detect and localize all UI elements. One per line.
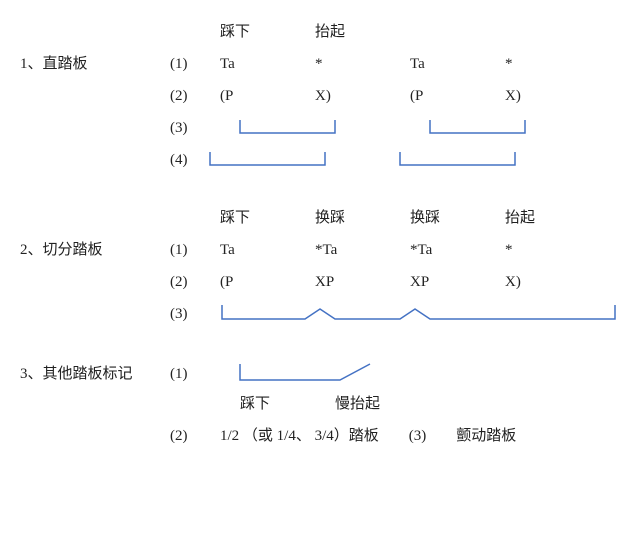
section2-row-1: 2、切分踏板 (1) Ta *Ta *Ta * <box>20 236 620 264</box>
section3-label: 3、其他踏板标记 <box>20 362 170 386</box>
section1-row1-num: (1) <box>170 52 220 76</box>
section1-row1-cell-2: * <box>315 52 410 76</box>
section3-row-2: (2) 1/2 （或 1/4、 3/4）踏板 (3) 颤动踏板 <box>20 422 620 450</box>
section1-row-1: 1、直踏板 (1) Ta * Ta * <box>20 50 620 78</box>
section2-header-2: 换踩 <box>315 206 410 230</box>
section3-row1-num: (1) <box>170 362 220 386</box>
section3-header-1: 踩下 <box>240 392 335 416</box>
section2-row3-num: (3) <box>170 302 220 326</box>
section2-row-2: (2) (P XP XP X) <box>20 268 620 296</box>
section2-row1-cell-3: *Ta <box>410 238 505 262</box>
section3-row2-num: (2) <box>170 424 220 448</box>
section1-header-row: 踩下 抬起 <box>20 18 620 46</box>
section3-row-1: 3、其他踏板标记 (1) <box>20 358 620 386</box>
section2-row-3: (3) <box>20 300 620 328</box>
section2-row2-cell-3: XP <box>410 270 505 294</box>
section1-row3-num: (3) <box>170 116 220 140</box>
section3-header-2: 慢抬起 <box>335 392 430 416</box>
section2-header-row: 踩下 换踩 换踩 抬起 <box>20 204 620 232</box>
section1-header-1: 踩下 <box>220 20 315 44</box>
section3-row3-text: 颤动踏板 <box>456 424 516 448</box>
section2-header-3: 换踩 <box>410 206 505 230</box>
section3-header-row: 踩下 慢抬起 <box>20 390 620 418</box>
section1-row-3: (3) <box>20 114 620 142</box>
section3-row3-num: (3) <box>409 424 427 448</box>
section2-header-1: 踩下 <box>220 206 315 230</box>
section1-row1-cell-3: Ta <box>410 52 505 76</box>
section1-header-2: 抬起 <box>315 20 410 44</box>
section2-row2-cell-1: (P <box>220 270 315 294</box>
syncopation-bracket-icon <box>220 303 620 325</box>
bracket-icon <box>220 118 410 138</box>
section1-row2-num: (2) <box>170 84 220 108</box>
section2-row1-cell-1: Ta <box>220 238 315 262</box>
slow-release-bracket-icon <box>220 360 420 386</box>
section1-row-2: (2) (P X) (P X) <box>20 82 620 110</box>
section2-row1-num: (1) <box>170 238 220 262</box>
section3-row2-text: 1/2 （或 1/4、 3/4）踏板 <box>220 424 379 448</box>
bracket-icon <box>380 150 570 170</box>
section1-label: 1、直踏板 <box>20 52 170 76</box>
bracket-icon <box>410 118 600 138</box>
section2-row2-num: (2) <box>170 270 220 294</box>
section1-row2-cell-4: X) <box>505 84 600 108</box>
section2-row1-cell-4: * <box>505 238 600 262</box>
section2-header-4: 抬起 <box>505 206 600 230</box>
section2-row2-cell-4: X) <box>505 270 600 294</box>
bracket-icon <box>190 150 380 170</box>
section1-row2-cell-2: X) <box>315 84 410 108</box>
section1-row2-cell-3: (P <box>410 84 505 108</box>
section1-row1-cell-4: * <box>505 52 600 76</box>
section1-row1-cell-1: Ta <box>220 52 315 76</box>
section2-row1-cell-2: *Ta <box>315 238 410 262</box>
section1-row-4: (4) <box>20 146 620 174</box>
section2-label: 2、切分踏板 <box>20 238 170 262</box>
section1-row2-cell-1: (P <box>220 84 315 108</box>
section2-row2-cell-2: XP <box>315 270 410 294</box>
